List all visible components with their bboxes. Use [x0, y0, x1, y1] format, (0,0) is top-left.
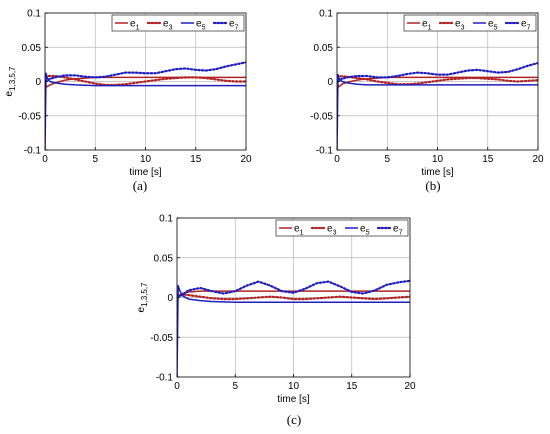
- y-tick-label: -0.1: [24, 146, 42, 157]
- chart-panel-c: 0 5 10 15 20 -0.1 -0.05 0 0.05 0.1 time [s] e1,3,5,…: [136, 214, 416, 428]
- legend-label-e5: e5: [196, 19, 206, 32]
- x-tick-label: 10: [140, 154, 152, 165]
- legend-label-e1: e1: [422, 19, 432, 32]
- x-axis-label: time [s]: [421, 167, 453, 178]
- x-tick-label: 5: [384, 154, 390, 165]
- series-group: [337, 61, 538, 150]
- legend-label-e1: e1: [294, 224, 304, 237]
- x-tick-label: 0: [42, 154, 48, 165]
- legend-label-e3: e3: [163, 19, 173, 32]
- series-group: [45, 61, 246, 150]
- legend-box: [275, 219, 409, 237]
- series-line-e7: [177, 279, 410, 299]
- x-tick-label: 0: [174, 381, 180, 392]
- series-line-e5: [177, 284, 410, 377]
- y-tick-label: 0.05: [22, 43, 42, 54]
- y-tick-label: -0.1: [316, 146, 334, 157]
- series-line-e3: [337, 74, 538, 86]
- legend-label-e3: e3: [455, 19, 465, 32]
- legend-label-e5: e5: [488, 19, 498, 32]
- x-tick-label: 10: [432, 154, 444, 165]
- y-tick-label: 0.05: [314, 43, 334, 54]
- y-tick-label: 0.1: [159, 214, 173, 225]
- series-line-e3: [177, 293, 410, 301]
- x-axis-label: time [s]: [277, 394, 309, 405]
- x-tick-label: 5: [92, 154, 98, 165]
- y-tick-label: 0: [167, 293, 173, 304]
- legend-box: [403, 14, 537, 32]
- x-tick-label: 20: [404, 381, 416, 392]
- y-tick-label: 0.05: [154, 253, 174, 264]
- legend-box: [111, 14, 245, 32]
- y-tick-label: -0.05: [310, 111, 333, 122]
- x-tick-label: 15: [482, 154, 494, 165]
- y-axis-label: e1,3,5,7: [4, 66, 17, 97]
- legend-label-e3: e3: [327, 224, 337, 237]
- x-tick-label: 10: [288, 381, 300, 392]
- legend-label-e7: e7: [393, 224, 403, 237]
- panel-label: (b): [425, 178, 440, 193]
- x-tick-label: 5: [232, 381, 238, 392]
- series-group: [177, 279, 410, 377]
- x-tick-label: 0: [334, 154, 340, 165]
- series-line-e3: [45, 74, 246, 87]
- chart-panel-a: 0 5 10 15 20 -0.1 -0.05 0 0.05 0.1 time [s] e1,3,5,…: [4, 9, 252, 194]
- y-tick-label: -0.05: [150, 333, 173, 344]
- legend: e1 e3 e5 e7: [111, 14, 245, 32]
- legend: e1 e3 e5 e7: [275, 219, 409, 237]
- series-line-e5: [337, 73, 538, 150]
- legend-label-e7: e7: [521, 19, 531, 32]
- y-tick-label: -0.05: [18, 111, 41, 122]
- series-line-e5: [45, 72, 246, 150]
- x-axis-label: time [s]: [129, 167, 161, 178]
- panel-label: (a): [133, 178, 147, 193]
- y-tick-label: 0.1: [27, 9, 41, 20]
- x-tick-label: 15: [346, 381, 358, 392]
- series-line-e7: [337, 61, 538, 83]
- y-axis-label: e1,3,5,7: [136, 282, 149, 313]
- y-tick-label: -0.1: [156, 373, 174, 384]
- legend-label-e1: e1: [130, 19, 140, 32]
- legend: e1 e3 e5 e7: [403, 14, 537, 32]
- y-tick-label: 0.1: [319, 9, 333, 20]
- legend-label-e7: e7: [229, 19, 239, 32]
- panel-label: (c): [287, 412, 301, 427]
- legend-label-e5: e5: [360, 224, 370, 237]
- x-tick-label: 20: [532, 154, 544, 165]
- x-tick-label: 20: [240, 154, 252, 165]
- y-tick-label: 0: [35, 77, 41, 88]
- y-tick-label: 0: [327, 77, 333, 88]
- series-line-e7: [45, 61, 246, 83]
- x-tick-label: 15: [190, 154, 202, 165]
